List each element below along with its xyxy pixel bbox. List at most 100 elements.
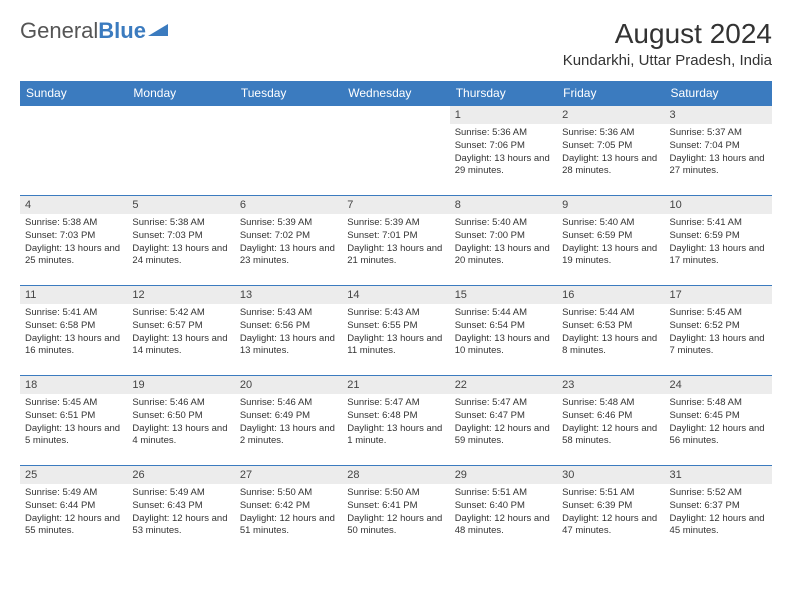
- calendar-day-cell: 14Sunrise: 5:43 AMSunset: 6:55 PMDayligh…: [342, 286, 449, 376]
- calendar-day-cell: 6Sunrise: 5:39 AMSunset: 7:02 PMDaylight…: [235, 196, 342, 286]
- day-number: 8: [450, 196, 557, 214]
- calendar-day-cell: 15Sunrise: 5:44 AMSunset: 6:54 PMDayligh…: [450, 286, 557, 376]
- weekday-header: Wednesday: [342, 81, 449, 106]
- day-details: Sunrise: 5:50 AMSunset: 6:41 PMDaylight:…: [342, 484, 449, 542]
- day-number: 5: [127, 196, 234, 214]
- day-details: Sunrise: 5:52 AMSunset: 6:37 PMDaylight:…: [665, 484, 772, 542]
- calendar-day-cell: 9Sunrise: 5:40 AMSunset: 6:59 PMDaylight…: [557, 196, 664, 286]
- day-number: 1: [450, 106, 557, 124]
- calendar-week-row: 11Sunrise: 5:41 AMSunset: 6:58 PMDayligh…: [20, 286, 772, 376]
- calendar-week-row: 1Sunrise: 5:36 AMSunset: 7:06 PMDaylight…: [20, 106, 772, 196]
- day-number: 9: [557, 196, 664, 214]
- day-number: 30: [557, 466, 664, 484]
- calendar-day-cell: 23Sunrise: 5:48 AMSunset: 6:46 PMDayligh…: [557, 376, 664, 466]
- calendar-day-cell: 7Sunrise: 5:39 AMSunset: 7:01 PMDaylight…: [342, 196, 449, 286]
- day-number: 13: [235, 286, 342, 304]
- day-number: 25: [20, 466, 127, 484]
- day-number: 27: [235, 466, 342, 484]
- day-details: Sunrise: 5:47 AMSunset: 6:48 PMDaylight:…: [342, 394, 449, 452]
- calendar-day-cell: 10Sunrise: 5:41 AMSunset: 6:59 PMDayligh…: [665, 196, 772, 286]
- day-details: Sunrise: 5:42 AMSunset: 6:57 PMDaylight:…: [127, 304, 234, 362]
- day-details: Sunrise: 5:43 AMSunset: 6:56 PMDaylight:…: [235, 304, 342, 362]
- weekday-header: Tuesday: [235, 81, 342, 106]
- day-number: 12: [127, 286, 234, 304]
- day-number: 31: [665, 466, 772, 484]
- day-details: Sunrise: 5:45 AMSunset: 6:52 PMDaylight:…: [665, 304, 772, 362]
- day-details: Sunrise: 5:51 AMSunset: 6:39 PMDaylight:…: [557, 484, 664, 542]
- day-details: Sunrise: 5:49 AMSunset: 6:44 PMDaylight:…: [20, 484, 127, 542]
- day-details: Sunrise: 5:46 AMSunset: 6:50 PMDaylight:…: [127, 394, 234, 452]
- calendar-empty-cell: [235, 106, 342, 196]
- calendar-week-row: 25Sunrise: 5:49 AMSunset: 6:44 PMDayligh…: [20, 466, 772, 556]
- day-details: Sunrise: 5:47 AMSunset: 6:47 PMDaylight:…: [450, 394, 557, 452]
- weekday-header-row: SundayMondayTuesdayWednesdayThursdayFrid…: [20, 81, 772, 106]
- day-number: 4: [20, 196, 127, 214]
- calendar-day-cell: 31Sunrise: 5:52 AMSunset: 6:37 PMDayligh…: [665, 466, 772, 556]
- calendar-week-row: 4Sunrise: 5:38 AMSunset: 7:03 PMDaylight…: [20, 196, 772, 286]
- day-details: Sunrise: 5:44 AMSunset: 6:54 PMDaylight:…: [450, 304, 557, 362]
- calendar-day-cell: 1Sunrise: 5:36 AMSunset: 7:06 PMDaylight…: [450, 106, 557, 196]
- calendar-week-row: 18Sunrise: 5:45 AMSunset: 6:51 PMDayligh…: [20, 376, 772, 466]
- day-number: 21: [342, 376, 449, 394]
- day-details: Sunrise: 5:36 AMSunset: 7:06 PMDaylight:…: [450, 124, 557, 182]
- weekday-header: Saturday: [665, 81, 772, 106]
- calendar-day-cell: 21Sunrise: 5:47 AMSunset: 6:48 PMDayligh…: [342, 376, 449, 466]
- header: GeneralBlue August 2024 Kundarkhi, Uttar…: [20, 18, 772, 69]
- day-details: Sunrise: 5:38 AMSunset: 7:03 PMDaylight:…: [127, 214, 234, 272]
- day-number: 2: [557, 106, 664, 124]
- day-number: 15: [450, 286, 557, 304]
- day-details: Sunrise: 5:50 AMSunset: 6:42 PMDaylight:…: [235, 484, 342, 542]
- logo: GeneralBlue: [20, 18, 168, 44]
- calendar-day-cell: 11Sunrise: 5:41 AMSunset: 6:58 PMDayligh…: [20, 286, 127, 376]
- day-details: Sunrise: 5:49 AMSunset: 6:43 PMDaylight:…: [127, 484, 234, 542]
- day-number: 14: [342, 286, 449, 304]
- calendar-day-cell: 17Sunrise: 5:45 AMSunset: 6:52 PMDayligh…: [665, 286, 772, 376]
- day-details: Sunrise: 5:41 AMSunset: 6:58 PMDaylight:…: [20, 304, 127, 362]
- location: Kundarkhi, Uttar Pradesh, India: [563, 52, 772, 69]
- calendar-day-cell: 29Sunrise: 5:51 AMSunset: 6:40 PMDayligh…: [450, 466, 557, 556]
- weekday-header: Thursday: [450, 81, 557, 106]
- day-number: 16: [557, 286, 664, 304]
- calendar-empty-cell: [20, 106, 127, 196]
- day-number: 29: [450, 466, 557, 484]
- calendar-day-cell: 16Sunrise: 5:44 AMSunset: 6:53 PMDayligh…: [557, 286, 664, 376]
- calendar-day-cell: 30Sunrise: 5:51 AMSunset: 6:39 PMDayligh…: [557, 466, 664, 556]
- day-details: Sunrise: 5:43 AMSunset: 6:55 PMDaylight:…: [342, 304, 449, 362]
- day-number: 28: [342, 466, 449, 484]
- day-number: 22: [450, 376, 557, 394]
- calendar-day-cell: 26Sunrise: 5:49 AMSunset: 6:43 PMDayligh…: [127, 466, 234, 556]
- day-number: 19: [127, 376, 234, 394]
- day-details: Sunrise: 5:40 AMSunset: 7:00 PMDaylight:…: [450, 214, 557, 272]
- day-details: Sunrise: 5:39 AMSunset: 7:01 PMDaylight:…: [342, 214, 449, 272]
- calendar-day-cell: 5Sunrise: 5:38 AMSunset: 7:03 PMDaylight…: [127, 196, 234, 286]
- day-details: Sunrise: 5:41 AMSunset: 6:59 PMDaylight:…: [665, 214, 772, 272]
- calendar-table: SundayMondayTuesdayWednesdayThursdayFrid…: [20, 81, 772, 556]
- calendar-day-cell: 8Sunrise: 5:40 AMSunset: 7:00 PMDaylight…: [450, 196, 557, 286]
- day-details: Sunrise: 5:51 AMSunset: 6:40 PMDaylight:…: [450, 484, 557, 542]
- day-number: 26: [127, 466, 234, 484]
- day-details: Sunrise: 5:46 AMSunset: 6:49 PMDaylight:…: [235, 394, 342, 452]
- calendar-day-cell: 2Sunrise: 5:36 AMSunset: 7:05 PMDaylight…: [557, 106, 664, 196]
- weekday-header: Friday: [557, 81, 664, 106]
- day-number: 3: [665, 106, 772, 124]
- day-number: 20: [235, 376, 342, 394]
- calendar-day-cell: 4Sunrise: 5:38 AMSunset: 7:03 PMDaylight…: [20, 196, 127, 286]
- day-number: 24: [665, 376, 772, 394]
- calendar-day-cell: 27Sunrise: 5:50 AMSunset: 6:42 PMDayligh…: [235, 466, 342, 556]
- calendar-day-cell: 28Sunrise: 5:50 AMSunset: 6:41 PMDayligh…: [342, 466, 449, 556]
- calendar-empty-cell: [127, 106, 234, 196]
- day-details: Sunrise: 5:39 AMSunset: 7:02 PMDaylight:…: [235, 214, 342, 272]
- weekday-header: Monday: [127, 81, 234, 106]
- calendar-day-cell: 22Sunrise: 5:47 AMSunset: 6:47 PMDayligh…: [450, 376, 557, 466]
- calendar-empty-cell: [342, 106, 449, 196]
- calendar-day-cell: 20Sunrise: 5:46 AMSunset: 6:49 PMDayligh…: [235, 376, 342, 466]
- logo-text-general: General: [20, 18, 98, 44]
- calendar-day-cell: 13Sunrise: 5:43 AMSunset: 6:56 PMDayligh…: [235, 286, 342, 376]
- day-details: Sunrise: 5:36 AMSunset: 7:05 PMDaylight:…: [557, 124, 664, 182]
- day-number: 23: [557, 376, 664, 394]
- day-number: 6: [235, 196, 342, 214]
- calendar-day-cell: 18Sunrise: 5:45 AMSunset: 6:51 PMDayligh…: [20, 376, 127, 466]
- logo-triangle-icon: [148, 16, 168, 42]
- calendar-day-cell: 19Sunrise: 5:46 AMSunset: 6:50 PMDayligh…: [127, 376, 234, 466]
- day-details: Sunrise: 5:48 AMSunset: 6:46 PMDaylight:…: [557, 394, 664, 452]
